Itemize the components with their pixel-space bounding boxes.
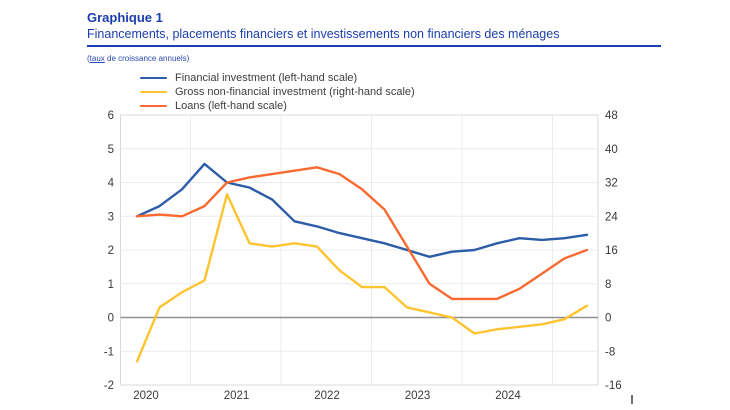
legend-line-swatch	[140, 76, 167, 80]
series-line-loans	[135, 166, 589, 301]
legend-label: Gross non-financial investment (right-ha…	[175, 86, 415, 98]
right-axis-tick-label: 32	[605, 178, 618, 190]
legend-line-swatch	[140, 104, 167, 108]
left-axis-tick-label: 1	[108, 279, 114, 291]
x-axis-tick-label: 2023	[405, 390, 431, 402]
taux-glossary-link[interactable]: taux	[89, 54, 105, 63]
x-axis-tick-label: 2021	[224, 390, 250, 402]
left-axis-tick-label: 4	[108, 178, 115, 190]
x-axis-tick-label: 2022	[314, 390, 340, 402]
chart-kicker: Graphique 1	[87, 10, 163, 25]
chart-legend: Financial investment (left-hand scale) Gr…	[140, 71, 415, 113]
note-rest: de croissance annuels)	[104, 54, 190, 63]
legend-row: Loans (left-hand scale)	[140, 99, 415, 113]
left-axis-tick-label: 3	[108, 211, 114, 223]
left-axis-tick-label: -2	[104, 380, 114, 392]
left-axis-tick-label: 2	[108, 245, 114, 257]
right-axis-tick-label: 8	[605, 279, 611, 291]
right-axis-tick-label: 48	[605, 110, 618, 122]
text-cursor-artifact	[631, 395, 633, 404]
note-open-paren: (	[87, 54, 90, 63]
series-line-financial-investment	[135, 162, 589, 258]
left-axis-tick-label: 6	[108, 110, 114, 122]
right-axis-tick-label: 16	[605, 245, 618, 257]
title-underline-rule	[87, 45, 661, 47]
x-axis-tick-label: 2020	[133, 390, 159, 402]
right-axis-tick-label: 0	[605, 313, 611, 325]
right-axis-tick-label: -16	[605, 380, 622, 392]
right-axis-tick-label: 40	[605, 144, 618, 156]
legend-label: Loans (left-hand scale)	[175, 100, 287, 112]
legend-row: Financial investment (left-hand scale)	[140, 71, 415, 85]
legend-row: Gross non-financial investment (right-ha…	[140, 85, 415, 99]
x-axis-tick-label: 2024	[495, 390, 521, 402]
left-axis-tick-label: 0	[108, 313, 114, 325]
left-axis-tick-label: 5	[108, 144, 114, 156]
right-axis-tick-label: 24	[605, 211, 618, 223]
series-line-gross-non-financial-investment	[135, 193, 589, 363]
legend-label: Financial investment (left-hand scale)	[175, 72, 358, 84]
chart-title: Financements, placements financiers et i…	[87, 27, 560, 41]
chart-unit-note: (taux de croissance annuels)	[87, 54, 189, 63]
right-axis-tick-label: -8	[605, 346, 615, 358]
legend-line-swatch	[140, 90, 167, 94]
left-axis-tick-label: -1	[104, 346, 114, 358]
